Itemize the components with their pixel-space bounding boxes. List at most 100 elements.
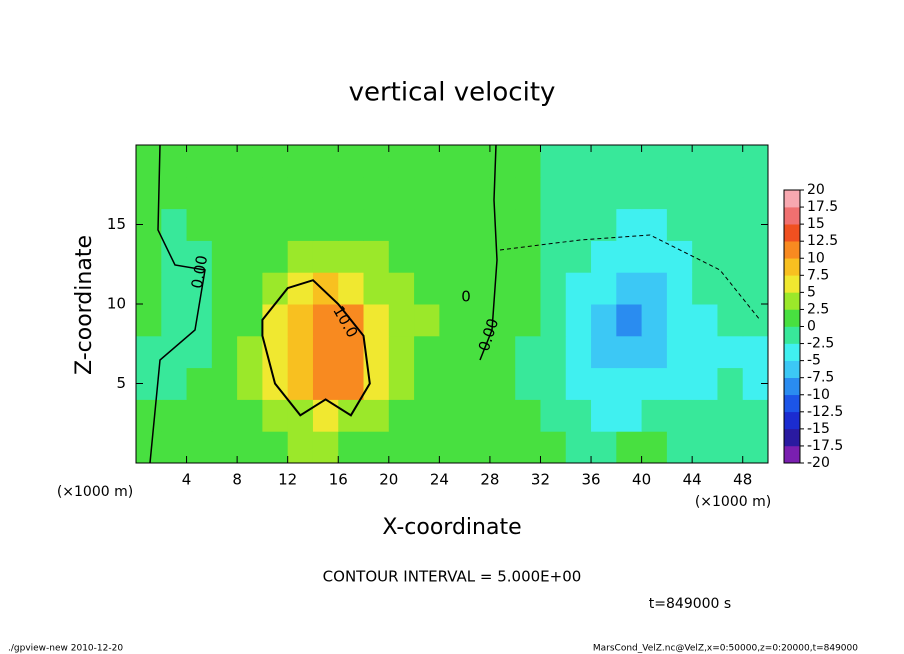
cell bbox=[136, 335, 162, 369]
cell bbox=[136, 431, 162, 464]
cell bbox=[161, 272, 188, 305]
y-tick-label: 10 bbox=[107, 295, 126, 313]
cell bbox=[262, 208, 289, 241]
cell bbox=[489, 335, 516, 369]
cell bbox=[262, 272, 289, 305]
colorbar-label: 2.5 bbox=[807, 301, 829, 317]
cell bbox=[414, 145, 440, 178]
cell bbox=[717, 431, 744, 464]
cell bbox=[262, 399, 289, 432]
cell bbox=[515, 176, 541, 210]
cell bbox=[489, 367, 516, 400]
cell bbox=[136, 176, 162, 210]
cell bbox=[565, 399, 592, 432]
colorbar-label: -17.5 bbox=[807, 438, 843, 454]
cell bbox=[439, 208, 466, 241]
cell bbox=[616, 176, 643, 210]
cell bbox=[439, 399, 466, 432]
cell bbox=[287, 240, 314, 273]
cell bbox=[363, 431, 390, 464]
cell bbox=[591, 335, 617, 369]
cell bbox=[388, 272, 415, 305]
y-tick-label: 15 bbox=[107, 215, 126, 233]
colorbar-band bbox=[784, 207, 800, 225]
cell bbox=[211, 335, 238, 369]
colorbar-band bbox=[784, 190, 800, 208]
x-tick-label: 36 bbox=[581, 471, 600, 489]
cell bbox=[211, 272, 238, 305]
cell bbox=[414, 176, 440, 210]
cell bbox=[641, 176, 668, 210]
cell bbox=[692, 304, 718, 337]
cell bbox=[666, 399, 693, 432]
cell bbox=[237, 399, 263, 432]
cell bbox=[591, 145, 617, 178]
x-tick-label: 8 bbox=[232, 471, 242, 489]
cell bbox=[312, 208, 339, 241]
cell bbox=[641, 208, 668, 241]
x-tick-label: 32 bbox=[531, 471, 550, 489]
cell bbox=[515, 335, 541, 369]
cell bbox=[287, 272, 314, 305]
cell bbox=[136, 272, 162, 305]
cell bbox=[237, 176, 263, 210]
cell bbox=[641, 240, 668, 273]
colorbar-band bbox=[784, 258, 800, 276]
cell bbox=[616, 335, 643, 369]
field bbox=[136, 145, 769, 464]
colorbar-band bbox=[784, 428, 800, 447]
x-tick-label: 4 bbox=[182, 471, 192, 489]
cell bbox=[641, 399, 668, 432]
cell bbox=[136, 304, 162, 337]
cell bbox=[742, 240, 769, 273]
colorbar-label: -20 bbox=[807, 455, 830, 471]
cell bbox=[666, 431, 693, 464]
cell bbox=[439, 431, 466, 464]
cell bbox=[540, 367, 567, 400]
colorbar-label: 12.5 bbox=[807, 233, 838, 249]
cell bbox=[211, 176, 238, 210]
contour-line bbox=[261, 279, 371, 417]
cell bbox=[742, 304, 769, 337]
cell bbox=[186, 335, 213, 369]
cell bbox=[616, 240, 643, 273]
cell bbox=[692, 399, 718, 432]
cell bbox=[565, 304, 592, 337]
cell bbox=[161, 304, 188, 337]
chart-title: vertical velocity bbox=[349, 78, 556, 108]
y-tick-label: 5 bbox=[116, 374, 126, 392]
cell bbox=[540, 335, 567, 369]
colorbar-band bbox=[784, 445, 800, 464]
cell bbox=[666, 272, 693, 305]
cell bbox=[414, 272, 440, 305]
cell bbox=[591, 431, 617, 464]
colorbar-band bbox=[784, 224, 800, 242]
cell bbox=[717, 272, 744, 305]
cell bbox=[363, 145, 390, 178]
cell bbox=[439, 272, 466, 305]
cell bbox=[464, 208, 491, 241]
colorbar-band bbox=[784, 309, 800, 327]
colorbar-label: -15 bbox=[807, 421, 830, 437]
cell bbox=[211, 399, 238, 432]
cell bbox=[287, 335, 314, 369]
cell bbox=[186, 208, 213, 241]
cell bbox=[312, 145, 339, 178]
cell bbox=[262, 145, 289, 178]
colorbar-label: 15 bbox=[807, 216, 825, 232]
cell bbox=[540, 399, 567, 432]
cell bbox=[237, 367, 263, 400]
cell bbox=[363, 272, 390, 305]
time-label: t=849000 s bbox=[649, 596, 731, 612]
cell bbox=[161, 145, 188, 178]
cell bbox=[312, 431, 339, 464]
x-tick-label: 48 bbox=[733, 471, 752, 489]
cell bbox=[641, 272, 668, 305]
cell bbox=[565, 176, 592, 210]
cell bbox=[742, 431, 769, 464]
cell bbox=[464, 176, 491, 210]
cell bbox=[540, 208, 567, 241]
cell bbox=[136, 145, 162, 178]
cell bbox=[717, 240, 744, 273]
